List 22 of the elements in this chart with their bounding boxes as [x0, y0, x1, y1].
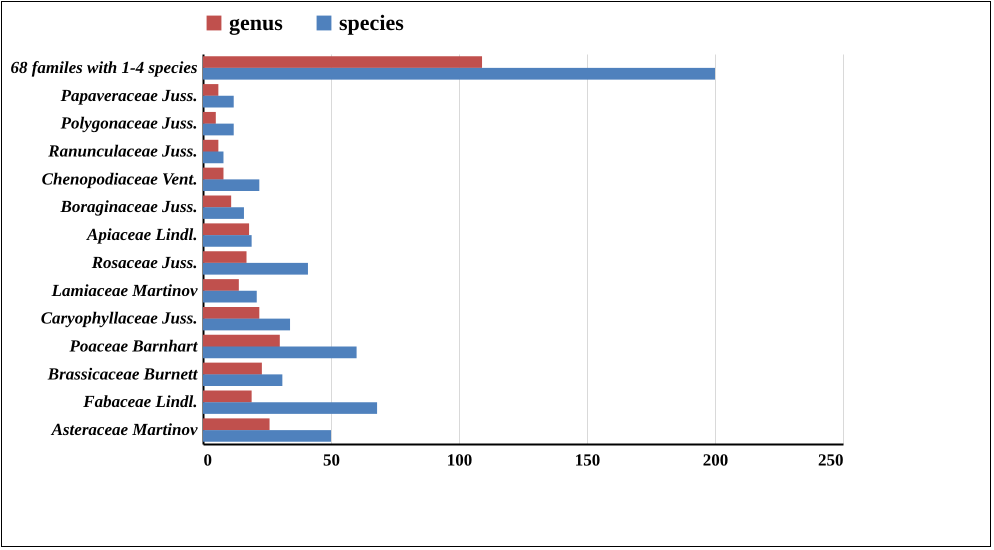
y-tick-label: Poaceae Barnhart — [68, 336, 199, 356]
y-tick-label: Rosaceae Juss. — [90, 252, 198, 272]
x-tick-label: 0 — [204, 450, 212, 470]
x-tick-label: 50 — [323, 450, 340, 470]
y-tick-label: 68 familes with 1-4 species — [10, 58, 198, 77]
y-tick-label: Caryophyllaceae Juss. — [40, 308, 198, 328]
x-tick-label: 250 — [818, 450, 844, 470]
legend-label: species — [339, 10, 404, 35]
y-tick-label: Fabaceae Lindl. — [82, 392, 198, 412]
y-tick-label: Papaveraceae Juss. — [60, 86, 198, 105]
x-tick-label: 200 — [702, 450, 728, 470]
x-tick-label: 150 — [574, 450, 600, 470]
y-tick-label: Apiaceae Lindl. — [86, 225, 198, 244]
y-tick-label: Ranunculaceae Juss. — [47, 142, 198, 160]
legend-label: genus — [229, 10, 284, 35]
y-tick-label: Chenopodiaceae Vent. — [42, 169, 198, 188]
y-tick-label: Boraginaceae Juss. — [60, 197, 198, 216]
y-tick-label: Brassicaceae Burnett — [46, 364, 199, 384]
y-tick-label: Lamiaceae Martinov — [50, 280, 198, 300]
x-tick-label: 100 — [446, 450, 472, 470]
y-tick-label: Asteraceae Martinov — [50, 420, 198, 440]
y-tick-label: Polygonaceae Juss. — [60, 114, 198, 133]
